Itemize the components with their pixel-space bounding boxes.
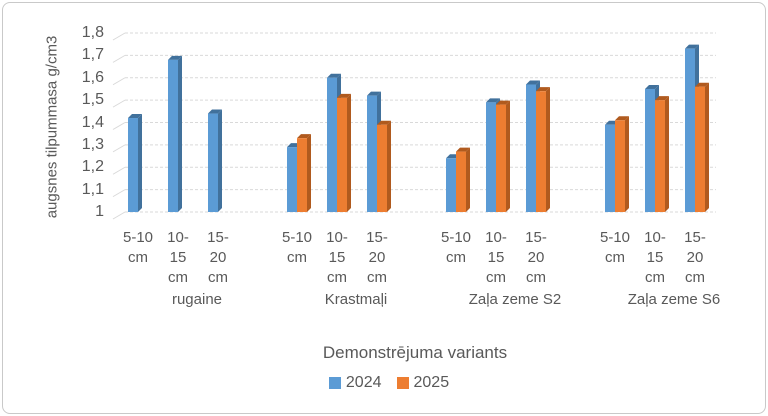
legend-item: 2024 xyxy=(328,374,382,392)
bar-side-2025 xyxy=(347,93,351,212)
bar-2024 xyxy=(128,118,138,212)
bar-top-2025 xyxy=(695,82,709,87)
bar-side-2025 xyxy=(307,134,311,212)
y-tick-label: 1,2 xyxy=(81,158,104,176)
bar-top-2025 xyxy=(496,100,510,105)
bar-top-2025 xyxy=(655,96,669,101)
gridline-depth-tick xyxy=(112,122,126,130)
y-tick-label: 1,3 xyxy=(81,135,104,153)
bar-2025 xyxy=(695,86,705,212)
gridline-depth-tick xyxy=(112,32,126,41)
bar-side-2024 xyxy=(178,55,182,212)
y-tick-label: 1,4 xyxy=(81,113,104,131)
x-tick-label: 5-10 cm xyxy=(440,229,472,266)
bar-side-2025 xyxy=(387,120,391,212)
bar-2024 xyxy=(208,113,218,212)
bar-top-2024 xyxy=(168,55,182,60)
group-label: rugaine xyxy=(171,291,223,308)
y-tick-label: 1,7 xyxy=(81,46,104,64)
x-axis-title: Demonstrējuma variants xyxy=(322,343,508,362)
bar-top-2024 xyxy=(685,44,699,49)
x-tick-label: 15- 20 cm xyxy=(684,229,706,286)
bar-2025 xyxy=(655,100,665,212)
bar-2025 xyxy=(496,104,506,212)
gridline-depth-tick xyxy=(112,77,126,86)
bar-side-2025 xyxy=(506,100,510,212)
y-tick-label: 1,5 xyxy=(81,91,104,109)
bar-top-2025 xyxy=(297,134,311,139)
x-tick-label: 10- 15 cm xyxy=(644,229,666,286)
bar-2024 xyxy=(367,95,377,212)
bar-top-2025 xyxy=(456,147,470,152)
legend-label: 2024 xyxy=(345,374,382,391)
bar-top-2024 xyxy=(486,98,500,103)
gridline-depth-tick xyxy=(112,54,126,63)
bar-side-2025 xyxy=(705,82,709,212)
legend-item: 2025 xyxy=(396,374,450,392)
bar-top-2024 xyxy=(526,80,540,85)
bar-2024 xyxy=(446,158,456,212)
gridline-depth-tick xyxy=(112,166,126,175)
bar-2025 xyxy=(297,138,307,212)
bar-2025 xyxy=(536,91,546,212)
bar-2024 xyxy=(327,77,337,212)
bar-2025 xyxy=(337,97,347,212)
bar-2024 xyxy=(685,48,695,212)
x-tick-label: 10- 15 cm xyxy=(167,229,189,286)
bar-top-2024 xyxy=(327,73,341,78)
bar-side-2025 xyxy=(466,147,470,212)
group-label: Krastmaļi xyxy=(324,291,388,308)
x-tick-label: 5-10 cm xyxy=(281,229,313,266)
legend-swatch-2025 xyxy=(396,377,409,389)
y-tick-label: 1 xyxy=(95,203,104,220)
x-tick-label: 15- 20 cm xyxy=(525,229,547,286)
x-tick-label: 15- 20 cm xyxy=(207,229,229,286)
bar-top-2024 xyxy=(128,114,142,119)
bar-side-2025 xyxy=(546,87,550,212)
bar-side-2024 xyxy=(218,109,222,212)
bar-top-2025 xyxy=(536,87,550,92)
y-tick-label: 1,8 xyxy=(81,24,104,41)
bar-top-2025 xyxy=(337,93,351,98)
gridline-depth-tick xyxy=(112,99,126,108)
group-label: Zaļa zeme S6 xyxy=(627,291,721,308)
bar-2024 xyxy=(168,59,178,212)
bar-2024 xyxy=(645,88,655,212)
bar-2024 xyxy=(605,124,615,212)
bar-2024 xyxy=(486,102,496,212)
x-tick-label: 5-10 cm xyxy=(122,229,154,266)
bar-2025 xyxy=(615,120,625,212)
y-tick-label: 1,6 xyxy=(81,68,104,86)
bar-2024 xyxy=(526,84,536,212)
bar-2025 xyxy=(377,124,387,212)
gridline-depth-tick xyxy=(112,189,126,198)
bar-top-2024 xyxy=(208,109,222,114)
group-label: Zaļa zeme S2 xyxy=(468,291,562,308)
gridline-depth-tick xyxy=(112,144,126,153)
legend-swatch-2024 xyxy=(328,377,341,389)
bar-top-2024 xyxy=(367,91,381,96)
legend: 2024 2025 xyxy=(10,374,768,392)
bar-side-2024 xyxy=(138,114,142,212)
x-tick-label: 10- 15 cm xyxy=(326,229,348,286)
x-tick-label: 5-10 cm xyxy=(599,229,631,266)
bar-top-2024 xyxy=(645,84,659,89)
legend-label: 2025 xyxy=(413,374,450,391)
bar-side-2025 xyxy=(665,96,669,212)
y-tick-label: 1,1 xyxy=(81,180,104,198)
bar-2024 xyxy=(287,147,297,212)
bar-top-2025 xyxy=(377,120,391,125)
bar-2025 xyxy=(456,151,466,212)
x-tick-label: 15- 20 cm xyxy=(366,229,388,286)
gridline-depth-tick xyxy=(112,211,126,220)
bar-side-2025 xyxy=(625,116,629,212)
x-tick-label: 10- 15 cm xyxy=(485,229,507,286)
bar-top-2025 xyxy=(615,116,629,121)
